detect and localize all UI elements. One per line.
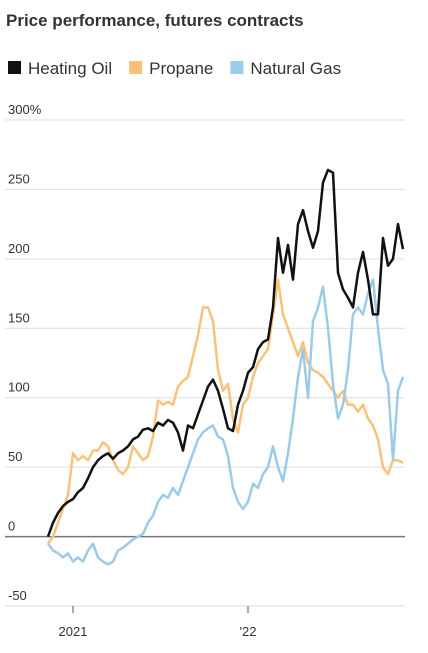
legend-swatch xyxy=(230,61,244,74)
x-tick-label: 2021 xyxy=(59,624,88,639)
y-tick-label: 200 xyxy=(8,241,30,256)
chart-title: Price performance, futures contracts xyxy=(6,11,304,30)
y-tick-label: 0 xyxy=(8,519,15,534)
y-tick-label: 100 xyxy=(8,380,30,395)
y-tick-label: 250 xyxy=(8,171,30,186)
legend-label: Natural Gas xyxy=(250,59,341,78)
y-tick-label: 150 xyxy=(8,310,30,325)
y-tick-label: 300% xyxy=(8,102,42,117)
y-tick-label: -50 xyxy=(8,588,27,603)
series-line xyxy=(46,278,404,545)
legend-swatch xyxy=(8,61,21,74)
series-line xyxy=(46,168,405,538)
legend-label: Propane xyxy=(149,59,213,78)
series-line xyxy=(46,278,405,566)
x-tick-label: '22 xyxy=(240,624,257,639)
y-tick-label: 50 xyxy=(8,449,22,464)
legend-swatch xyxy=(129,61,143,74)
legend-label: Heating Oil xyxy=(28,59,112,78)
